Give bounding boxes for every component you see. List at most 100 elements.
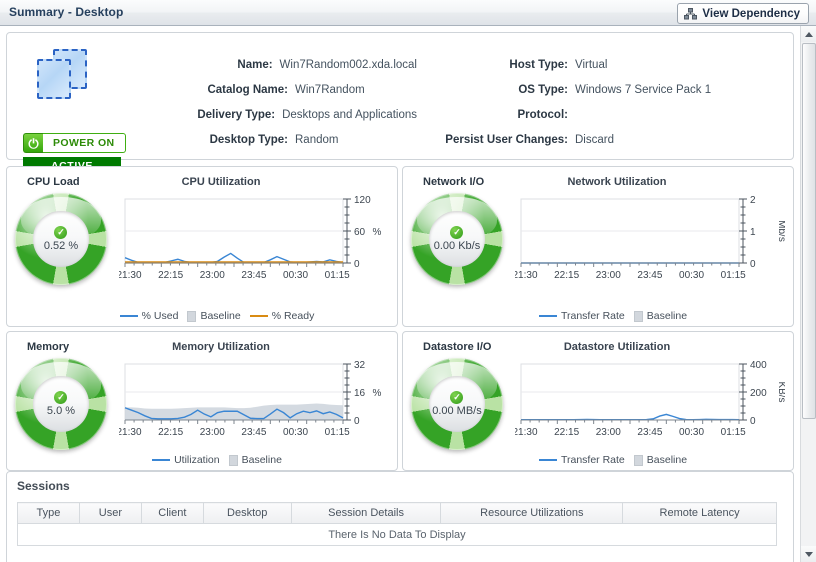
datastore-io-panel: Datastore I/O ✓ 0.00 MB/s Datastore Util… [402, 331, 794, 471]
svg-text:60: 60 [354, 227, 366, 238]
info-fields-left: Name: Win7Random002.xda.local Catalog Na… [147, 55, 417, 155]
legend-swatch-icon [228, 454, 238, 466]
svg-text:01:15: 01:15 [721, 270, 746, 281]
health-ok-icon: ✓ [54, 390, 68, 404]
svg-text:22:15: 22:15 [554, 270, 579, 281]
network-gauge-value: 0.00 Kb/s [433, 239, 481, 252]
legend-swatch-icon [187, 310, 197, 322]
cpu-chart-title: CPU Utilization [181, 176, 261, 188]
svg-text:23:00: 23:00 [200, 427, 225, 438]
column-header-remote-latency[interactable]: Remote Latency [622, 502, 777, 524]
dependency-tree-icon [684, 7, 698, 20]
page-title: Summary - Desktop [9, 5, 124, 19]
legend-baseline: Baseline [187, 310, 241, 322]
sessions-title: Sessions [17, 479, 70, 493]
svg-text:%: % [373, 227, 382, 238]
svg-text:23:00: 23:00 [596, 270, 621, 281]
svg-text:01:15: 01:15 [721, 427, 746, 438]
scroll-up-button[interactable] [801, 26, 816, 42]
datastore-gauge-title: Datastore I/O [423, 341, 492, 353]
svg-text:0: 0 [750, 259, 756, 270]
legend-used: % Used [119, 310, 178, 322]
legend-baseline: Baseline [633, 454, 687, 466]
legend-line-icon [152, 459, 171, 461]
cpu-utilization-chart: 21:30 22:15 23:00 23:45 00:30 01:15 0 60 120% [119, 193, 389, 313]
svg-text:00:30: 00:30 [679, 427, 704, 438]
table-row: There Is No Data To Display [17, 523, 777, 546]
svg-text:32: 32 [354, 360, 366, 371]
legend-swatch-icon [633, 310, 643, 322]
svg-text:23:00: 23:00 [200, 270, 225, 281]
health-ok-icon: ✓ [450, 390, 464, 404]
svg-text:Mb/s: Mb/s [776, 220, 785, 242]
field-os-type: OS Type: Windows 7 Service Pack 1 [518, 84, 712, 96]
column-header-desktop[interactable]: Desktop [202, 502, 292, 524]
datastore-io-gauge: ✓ 0.00 MB/s [411, 358, 503, 450]
svg-text:0: 0 [354, 416, 360, 427]
svg-text:00:30: 00:30 [283, 270, 308, 281]
svg-text:00:30: 00:30 [679, 270, 704, 281]
datastore-utilization-chart: 21:30 22:15 23:00 23:45 00:30 01:15 0 200 400 KB/… [515, 358, 785, 468]
column-header-client[interactable]: Client [140, 502, 204, 524]
svg-text:21:30: 21:30 [119, 270, 142, 281]
svg-text:22:15: 22:15 [158, 427, 183, 438]
svg-text:200: 200 [750, 388, 767, 399]
svg-text:00:30: 00:30 [283, 427, 308, 438]
svg-text:400: 400 [750, 360, 767, 371]
legend-ready: % Ready [249, 310, 314, 322]
field-desktop-type: Desktop Type: Random [209, 134, 339, 146]
field-host-type: Host Type: Virtual [509, 59, 608, 71]
column-header-type[interactable]: Type [17, 502, 80, 524]
svg-text:0: 0 [750, 416, 756, 427]
legend-line-icon [538, 315, 557, 317]
power-state-control[interactable]: ⏻ POWER ON [23, 133, 126, 153]
power-icon: ⏻ [23, 133, 43, 153]
svg-text:23:00: 23:00 [596, 427, 621, 438]
legend-transfer-rate: Transfer Rate [538, 454, 625, 466]
legend-baseline: Baseline [633, 310, 687, 322]
vertical-scrollbar[interactable] [800, 26, 816, 562]
column-header-resource-utilizations[interactable]: Resource Utilizations [440, 502, 624, 524]
field-persist-user-changes: Persist User Changes: Discard [445, 134, 614, 146]
sessions-header-row: Type User Client Desktop Session Details Reso… [17, 502, 777, 524]
svg-text:120: 120 [354, 195, 371, 206]
cpu-load-gauge: ✓ 0.52 % [15, 193, 107, 285]
svg-text:23:45: 23:45 [637, 270, 662, 281]
legend-utilization: Utilization [152, 454, 220, 466]
desktop-vm-icon [37, 49, 95, 101]
svg-text:2: 2 [750, 195, 756, 206]
memory-chart-title: Memory Utilization [172, 341, 270, 353]
legend-line-icon [119, 315, 138, 317]
network-chart-legend: Transfer Rate Baseline [403, 310, 793, 322]
field-delivery-type: Delivery Type: Desktops and Applications [197, 109, 417, 121]
view-dependency-button[interactable]: View Dependency [677, 3, 809, 24]
memory-gauge-value: 5.0 % [46, 404, 76, 417]
cpu-gauge-value: 0.52 % [43, 239, 79, 252]
column-header-session-details[interactable]: Session Details [290, 502, 442, 524]
sessions-panel: Sessions Type User Client Desktop Session De… [6, 471, 794, 562]
scroll-down-button[interactable] [801, 546, 816, 562]
desktop-info-panel: ⏻ POWER ON ACTIVE Name: Win7Random002.xd… [6, 32, 794, 174]
health-ok-icon: ✓ [450, 225, 464, 239]
svg-text:0: 0 [354, 259, 360, 270]
svg-text:23:45: 23:45 [241, 270, 266, 281]
network-chart-title: Network Utilization [567, 176, 667, 188]
network-utilization-chart: 21:30 22:15 23:00 23:45 00:30 01:15 0 1 2 Mb/s [515, 193, 785, 313]
legend-line-icon [249, 315, 268, 317]
svg-text:22:15: 22:15 [554, 427, 579, 438]
svg-text:21:30: 21:30 [515, 270, 538, 281]
info-fields-right: Host Type: Virtual OS Type: Windows 7 Se… [427, 55, 727, 155]
health-ok-icon: ✓ [54, 225, 68, 239]
column-header-user[interactable]: User [78, 502, 142, 524]
svg-text:01:15: 01:15 [325, 427, 350, 438]
title-bar: Summary - Desktop View Dependency [0, 0, 816, 26]
svg-text:01:15: 01:15 [325, 270, 350, 281]
memory-gauge-title: Memory [27, 341, 70, 353]
empty-message: There Is No Data To Display [17, 523, 777, 546]
network-io-panel: Network I/O ✓ 0.00 Kb/s Network Utilizat… [402, 166, 794, 327]
memory-chart-legend: Utilization Baseline [7, 454, 397, 466]
sessions-table: Type User Client Desktop Session Details Reso… [17, 502, 777, 546]
svg-text:21:30: 21:30 [515, 427, 538, 438]
legend-swatch-icon [633, 454, 643, 466]
scrollbar-thumb[interactable] [802, 43, 816, 419]
